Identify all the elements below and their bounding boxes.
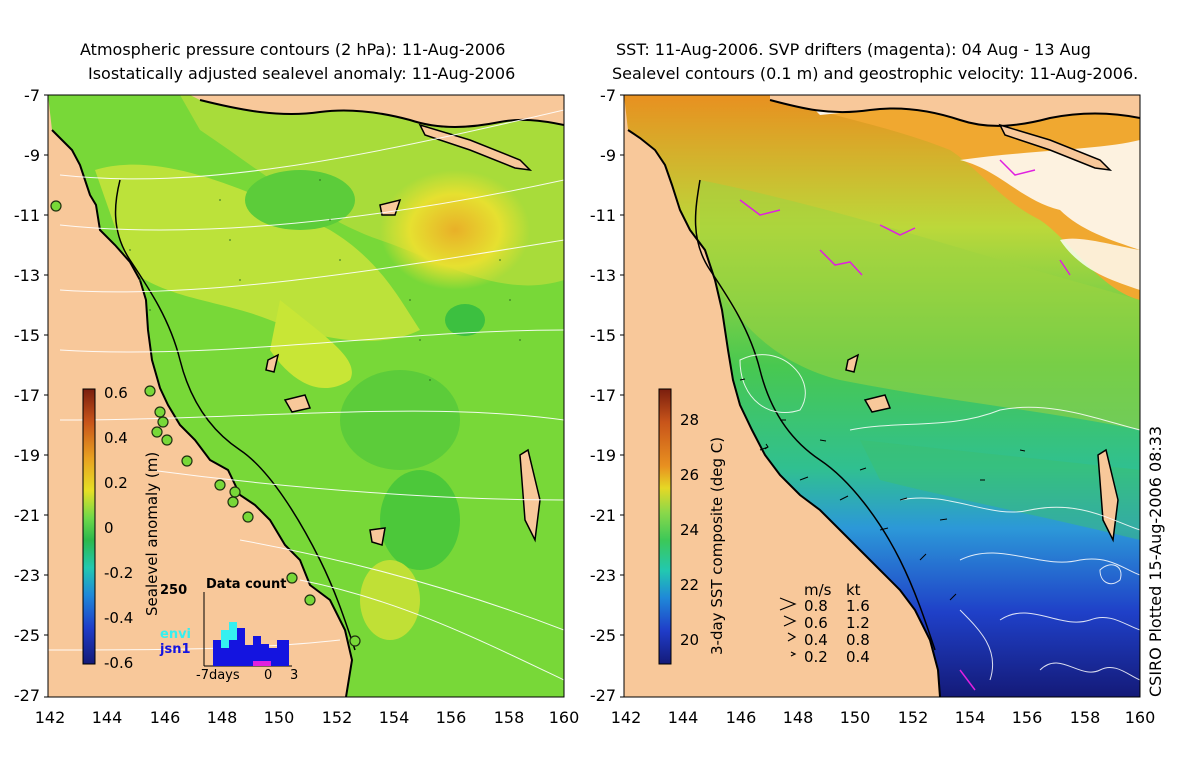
velocity-legend-ms: 0.4	[804, 631, 828, 649]
left-ytick: -13	[13, 266, 40, 285]
right-ytick: -25	[589, 626, 616, 645]
right-frame	[623, 94, 1141, 698]
left-title-line1: Atmospheric pressure contours (2 hPa): 1…	[80, 40, 506, 59]
right-xtick: 160	[1124, 708, 1156, 727]
velocity-legend-header-kt: kt	[846, 581, 861, 599]
left-ytick: -17	[13, 386, 40, 405]
right-xtick: 152	[897, 708, 929, 727]
right-colorbar-tick: 28	[680, 411, 700, 429]
right-xtick: 144	[667, 708, 699, 727]
histogram-xtick: -7days	[196, 668, 240, 683]
right-ytick: -17	[589, 386, 616, 405]
right-ytick: -15	[589, 326, 616, 345]
right-ytick: -19	[589, 446, 616, 465]
left-colorbar-tick: -0.6	[104, 654, 134, 672]
left-colorbar-tick: 0.4	[104, 429, 128, 447]
left-xtick: 142	[34, 708, 66, 727]
left-colorbar	[82, 388, 96, 665]
tide-gauge-markers	[50, 200, 361, 647]
right-colorbar-tick: 20	[680, 631, 700, 649]
left-xtick: 146	[149, 708, 181, 727]
left-ytick: -23	[13, 566, 40, 585]
right-ytick: -13	[589, 266, 616, 285]
right-title-line1: SST: 11-Aug-2006. SVP drifters (magenta)…	[616, 40, 1091, 59]
right-xtick: 142	[610, 708, 642, 727]
left-colorbar-tick: -0.2	[104, 564, 134, 582]
left-ytick: -21	[13, 506, 40, 525]
left-xtick: 148	[206, 708, 238, 727]
velocity-legend-header-ms: m/s	[804, 581, 832, 599]
left-ytick: -25	[13, 626, 40, 645]
right-xtick: 156	[1011, 708, 1043, 727]
svp-drifter-tracks	[739, 159, 1071, 691]
left-xtick: 152	[321, 708, 353, 727]
left-colorbar-tick: 0.2	[104, 474, 128, 492]
left-land-png	[190, 95, 564, 127]
velocity-legend-ms: 0.6	[804, 614, 828, 632]
right-colorbar-tick: 22	[680, 576, 700, 594]
right-ytick: -9	[600, 146, 616, 165]
right-ytick: -11	[589, 206, 616, 225]
left-xtick: 160	[548, 708, 580, 727]
histogram-xtick: 0	[264, 668, 273, 683]
left-ytick: -9	[24, 146, 40, 165]
left-xtick: 156	[435, 708, 467, 727]
histogram-title: Data count	[206, 577, 287, 592]
right-xtick: 150	[839, 708, 871, 727]
geostrophic-velocity-arrows	[739, 378, 1026, 601]
legend-jsn1: jsn1	[160, 642, 191, 657]
right-title-line2: Sealevel contours (0.1 m) and geostrophi…	[612, 64, 1139, 83]
right-map	[624, 95, 1140, 697]
right-land-australia	[624, 95, 940, 697]
left-ytick: -15	[13, 326, 40, 345]
right-colorbar-tick: 26	[680, 466, 700, 484]
left-xtick: 154	[378, 708, 410, 727]
velocity-legend-arrows	[779, 597, 797, 657]
velocity-legend-kt: 0.4	[846, 648, 870, 666]
right-colorbar	[658, 388, 672, 665]
right-xtick: 158	[1069, 708, 1101, 727]
left-frame	[47, 94, 565, 698]
velocity-legend-ms: 0.2	[804, 648, 828, 666]
velocity-legend-kt: 1.6	[846, 597, 870, 615]
legend-envi: envi	[160, 627, 192, 642]
velocity-legend-kt: 1.2	[846, 614, 870, 632]
left-xtick: 144	[91, 708, 123, 727]
left-ytick: -27	[13, 686, 40, 705]
left-ytick: -7	[24, 86, 40, 105]
left-colorbar-label: Sealevel anomaly (m)	[143, 451, 161, 616]
left-xtick: 150	[263, 708, 295, 727]
left-title-line2: Isostatically adjusted sealevel anomaly:…	[88, 64, 516, 83]
left-xtick: 158	[493, 708, 525, 727]
histogram-xtick: 3	[290, 668, 299, 683]
left-map	[48, 95, 564, 697]
histogram-ymax: 250	[160, 583, 188, 598]
right-ytick: -7	[600, 86, 616, 105]
right-colorbar-tick: 24	[680, 521, 700, 539]
right-colorbar-label: 3-day SST composite (deg C)	[708, 436, 726, 655]
left-high-anomaly	[380, 170, 530, 290]
velocity-legend-kt: 0.8	[846, 631, 870, 649]
right-ytick: -21	[589, 506, 616, 525]
left-ytick: -11	[13, 206, 40, 225]
csiro-credit: CSIRO Plotted 15-Aug-2006 08:33	[1146, 425, 1165, 697]
left-colorbar-tick: 0.6	[104, 384, 128, 402]
right-xtick: 148	[782, 708, 814, 727]
right-ytick: -27	[589, 686, 616, 705]
left-colorbar-tick: 0	[104, 519, 114, 537]
velocity-legend-ms: 0.8	[804, 597, 828, 615]
right-xtick: 146	[725, 708, 757, 727]
left-colorbar-tick: -0.4	[104, 609, 134, 627]
right-ytick: -23	[589, 566, 616, 585]
left-ytick: -19	[13, 446, 40, 465]
data-count-histogram	[203, 592, 292, 667]
right-xtick: 154	[954, 708, 986, 727]
